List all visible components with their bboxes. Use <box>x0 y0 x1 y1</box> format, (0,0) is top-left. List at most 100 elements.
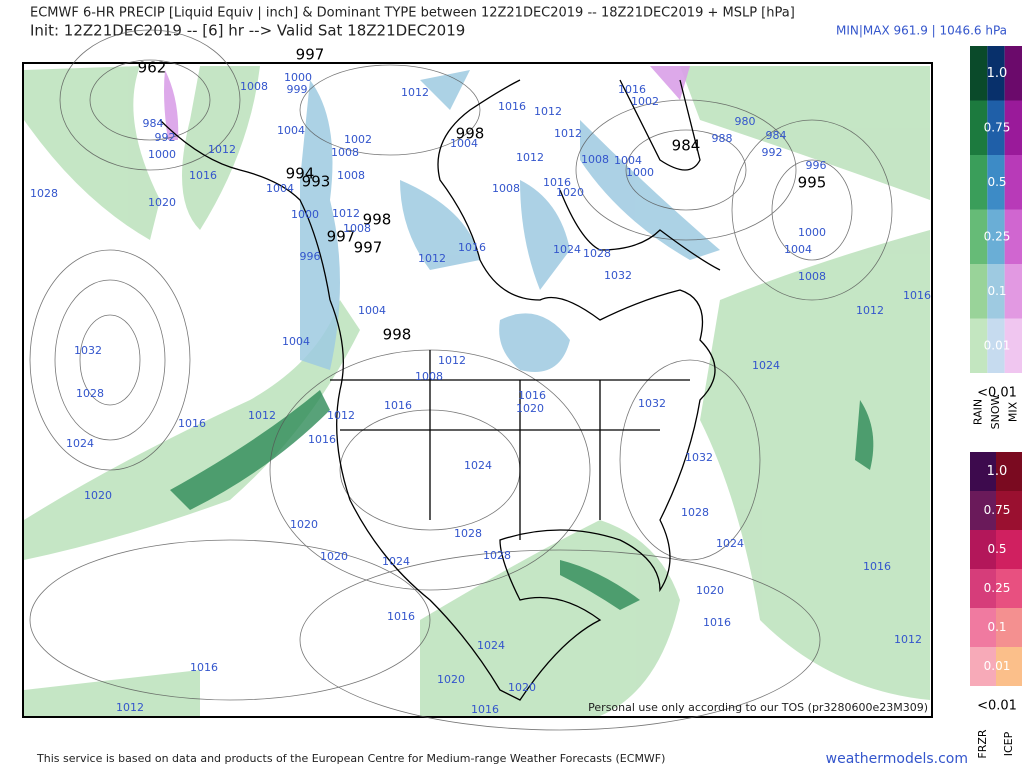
isobar-label: 1020 <box>437 673 465 686</box>
legend-swatch <box>987 155 1005 210</box>
isobar-label: 1004 <box>266 182 294 195</box>
isobar-label: 1004 <box>358 304 386 317</box>
isobar-label: 1012 <box>401 86 429 99</box>
isobar-label: 999 <box>287 83 308 96</box>
isobar-label: 1028 <box>76 387 104 400</box>
isobar-label: 984 <box>766 129 787 142</box>
legend-swatch <box>1004 155 1022 210</box>
disclaimer: Personal use only according to our TOS (… <box>588 701 928 714</box>
pressure-center: 997 <box>354 239 383 257</box>
isobar-label: 1024 <box>553 243 581 256</box>
isobar-label: 1028 <box>681 506 709 519</box>
isobar-label: 1024 <box>716 537 744 550</box>
legend-type: RAIN <box>972 399 985 425</box>
isobar-label: 1012 <box>208 143 236 156</box>
isobar-label: 1000 <box>148 148 176 161</box>
isobar-label: 1020 <box>556 186 584 199</box>
legend-level: 0.01 <box>984 659 1011 673</box>
isobar-label: 1004 <box>614 154 642 167</box>
subtitle: Init: 12Z21DEC2019 -- [6] hr --> Valid S… <box>30 22 465 40</box>
pressure-center: 998 <box>363 211 392 229</box>
isobar-label: 1024 <box>464 459 492 472</box>
isobar-label: 1012 <box>327 409 355 422</box>
isobar-label: 996 <box>806 159 827 172</box>
isobar-label: 1008 <box>331 146 359 159</box>
isobar-label: 988 <box>712 132 733 145</box>
isobar-label: 1004 <box>784 243 812 256</box>
legend-level: 0.1 <box>987 284 1006 298</box>
legend-swatch <box>996 491 1022 530</box>
isobar-label: 1020 <box>508 681 536 694</box>
footer-site[interactable]: weathermodels.com <box>826 751 968 767</box>
isobar-label: 992 <box>155 131 176 144</box>
isobar-label: 1016 <box>498 100 526 113</box>
legend-swatch <box>970 569 996 608</box>
isobar-label: 1024 <box>382 555 410 568</box>
isobar-label: 1004 <box>277 124 305 137</box>
legend-swatch <box>970 209 988 264</box>
isobar-label: 1016 <box>387 610 415 623</box>
isobar-label: 1020 <box>148 196 176 209</box>
legend-swatch <box>996 569 1022 608</box>
legend-level: 0.5 <box>987 175 1006 189</box>
legend-swatch <box>970 530 996 569</box>
isobar-label: 1020 <box>516 402 544 415</box>
title: ECMWF 6-HR PRECIP [Liquid Equiv | inch] … <box>30 6 795 21</box>
legend-level: 0.25 <box>984 581 1011 595</box>
legend-level: 1.0 <box>987 66 1008 81</box>
isobar-label: 1002 <box>631 95 659 108</box>
isobar-label: 1016 <box>863 560 891 573</box>
legend-swatch <box>996 647 1022 686</box>
pressure-center: 997 <box>296 46 325 64</box>
legend-level: 0.1 <box>987 620 1006 634</box>
map <box>22 29 933 731</box>
legend-swatch <box>970 100 988 155</box>
legend-level: 0.01 <box>984 338 1011 352</box>
legend-level: 0.75 <box>984 503 1011 517</box>
isobar-label: 1008 <box>415 370 443 383</box>
legend-type: ICEP <box>1002 731 1015 756</box>
isobar-label: 1016 <box>458 241 486 254</box>
legend-swatch <box>996 452 1022 491</box>
isobar-label: 1008 <box>581 153 609 166</box>
isobar-label: 1016 <box>178 417 206 430</box>
legend-swatch <box>970 264 988 319</box>
legend-type: FRZR <box>976 729 989 759</box>
pressure-center: 995 <box>798 174 827 192</box>
legend-swatch <box>996 530 1022 569</box>
legend-level: 0.25 <box>984 229 1011 243</box>
isobar-label: 1012 <box>248 409 276 422</box>
isobar-label: 1004 <box>282 335 310 348</box>
legend-below: <0.01 <box>977 699 1017 714</box>
isobar-label: 1016 <box>903 289 931 302</box>
isobar-label: 1012 <box>332 207 360 220</box>
isobar-label: 1012 <box>534 105 562 118</box>
isobar-label: 1008 <box>240 80 268 93</box>
legend-swatch <box>987 264 1005 319</box>
isobar-label: 1012 <box>894 633 922 646</box>
isobar-label: 1004 <box>450 137 478 150</box>
pressure-center: 993 <box>302 173 331 191</box>
isobar-label: 1012 <box>554 127 582 140</box>
legend-level: 1.0 <box>987 464 1008 479</box>
isobar-label: 996 <box>300 250 321 263</box>
isobar-label: 1032 <box>685 451 713 464</box>
legend-swatch <box>1004 264 1022 319</box>
legend-swatch <box>1004 46 1022 101</box>
isobar-label: 1028 <box>454 527 482 540</box>
isobar-label: 1000 <box>291 208 319 221</box>
isobar-label: 1028 <box>583 247 611 260</box>
isobar-label: 1012 <box>516 151 544 164</box>
legend-level: 0.5 <box>987 542 1006 556</box>
isobar-label: 1020 <box>320 550 348 563</box>
isobar-label: 1016 <box>518 389 546 402</box>
isobar-label: 1024 <box>477 639 505 652</box>
isobar-label: 1016 <box>189 169 217 182</box>
isobar-label: 1016 <box>543 176 571 189</box>
isobar-label: 1008 <box>343 222 371 235</box>
legend-swatch <box>996 608 1022 647</box>
isobar-label: 1016 <box>703 616 731 629</box>
